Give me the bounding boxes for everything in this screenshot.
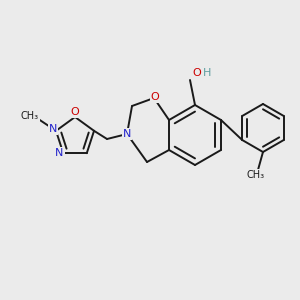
Text: O: O bbox=[70, 107, 80, 117]
Text: N: N bbox=[55, 148, 64, 158]
Text: N: N bbox=[123, 129, 131, 139]
Text: O: O bbox=[193, 68, 201, 78]
Text: CH₃: CH₃ bbox=[21, 111, 39, 121]
Text: N: N bbox=[49, 124, 57, 134]
Text: H: H bbox=[203, 68, 211, 78]
Text: O: O bbox=[151, 92, 159, 102]
Text: CH₃: CH₃ bbox=[247, 170, 265, 180]
